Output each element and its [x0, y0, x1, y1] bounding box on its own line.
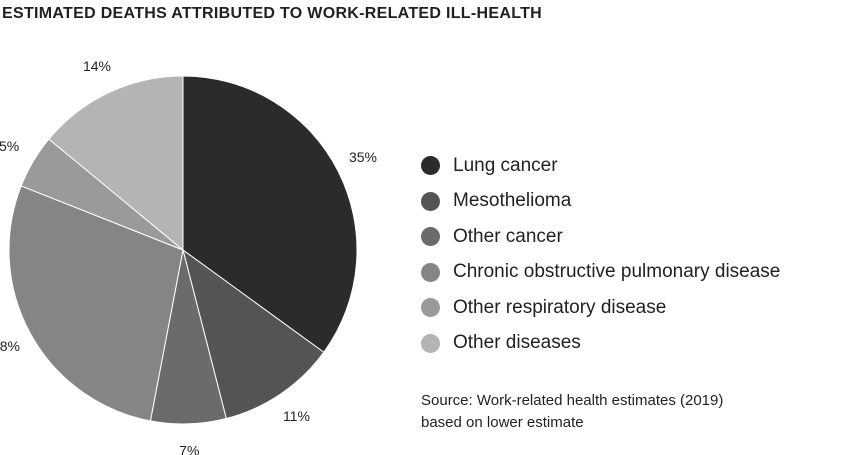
legend: Lung cancer Mesothelioma Other cancer Ch… [421, 148, 780, 361]
legend-swatch [421, 191, 440, 211]
slice-value-label: 28% [0, 338, 20, 354]
legend-label: Lung cancer [453, 154, 558, 176]
source-line: based on lower estimate [421, 414, 584, 431]
legend-swatch [421, 156, 440, 176]
legend-label: Mesothelioma [453, 190, 572, 212]
legend-item: Chronic obstructive pulmonary disease [421, 255, 780, 291]
legend-label: Other respiratory disease [453, 296, 667, 318]
legend-swatch [421, 298, 440, 318]
legend-swatch [421, 262, 440, 282]
slice-value-label: 11% [283, 408, 310, 424]
pie-slice [8, 185, 184, 422]
slice-value-label: 14% [83, 58, 111, 74]
legend-label: Other diseases [453, 332, 581, 354]
source-line: Source: Work-related health estimates (2… [421, 392, 724, 409]
slice-value-label: 35% [349, 149, 377, 165]
pie-slice [48, 75, 184, 252]
chart-title: ESTIMATED DEATHS ATTRIBUTED TO WORK-RELA… [2, 5, 543, 22]
legend-item: Other respiratory disease [421, 290, 780, 326]
slice-value-label: 5% [0, 138, 19, 154]
legend-label: Chronic obstructive pulmonary disease [453, 261, 781, 283]
legend-swatch [421, 333, 440, 353]
legend-label: Other cancer [453, 225, 563, 247]
pie-slice [182, 75, 358, 353]
slice-value-label: 7% [179, 443, 199, 455]
legend-swatch [421, 227, 440, 247]
legend-item: Mesothelioma [421, 184, 780, 220]
source-note: Source: Work-related health estimates (2… [421, 390, 723, 434]
legend-item: Lung cancer [421, 148, 780, 184]
legend-item: Other diseases [421, 326, 780, 362]
pie-slice [182, 248, 325, 420]
legend-item: Other cancer [421, 219, 780, 255]
